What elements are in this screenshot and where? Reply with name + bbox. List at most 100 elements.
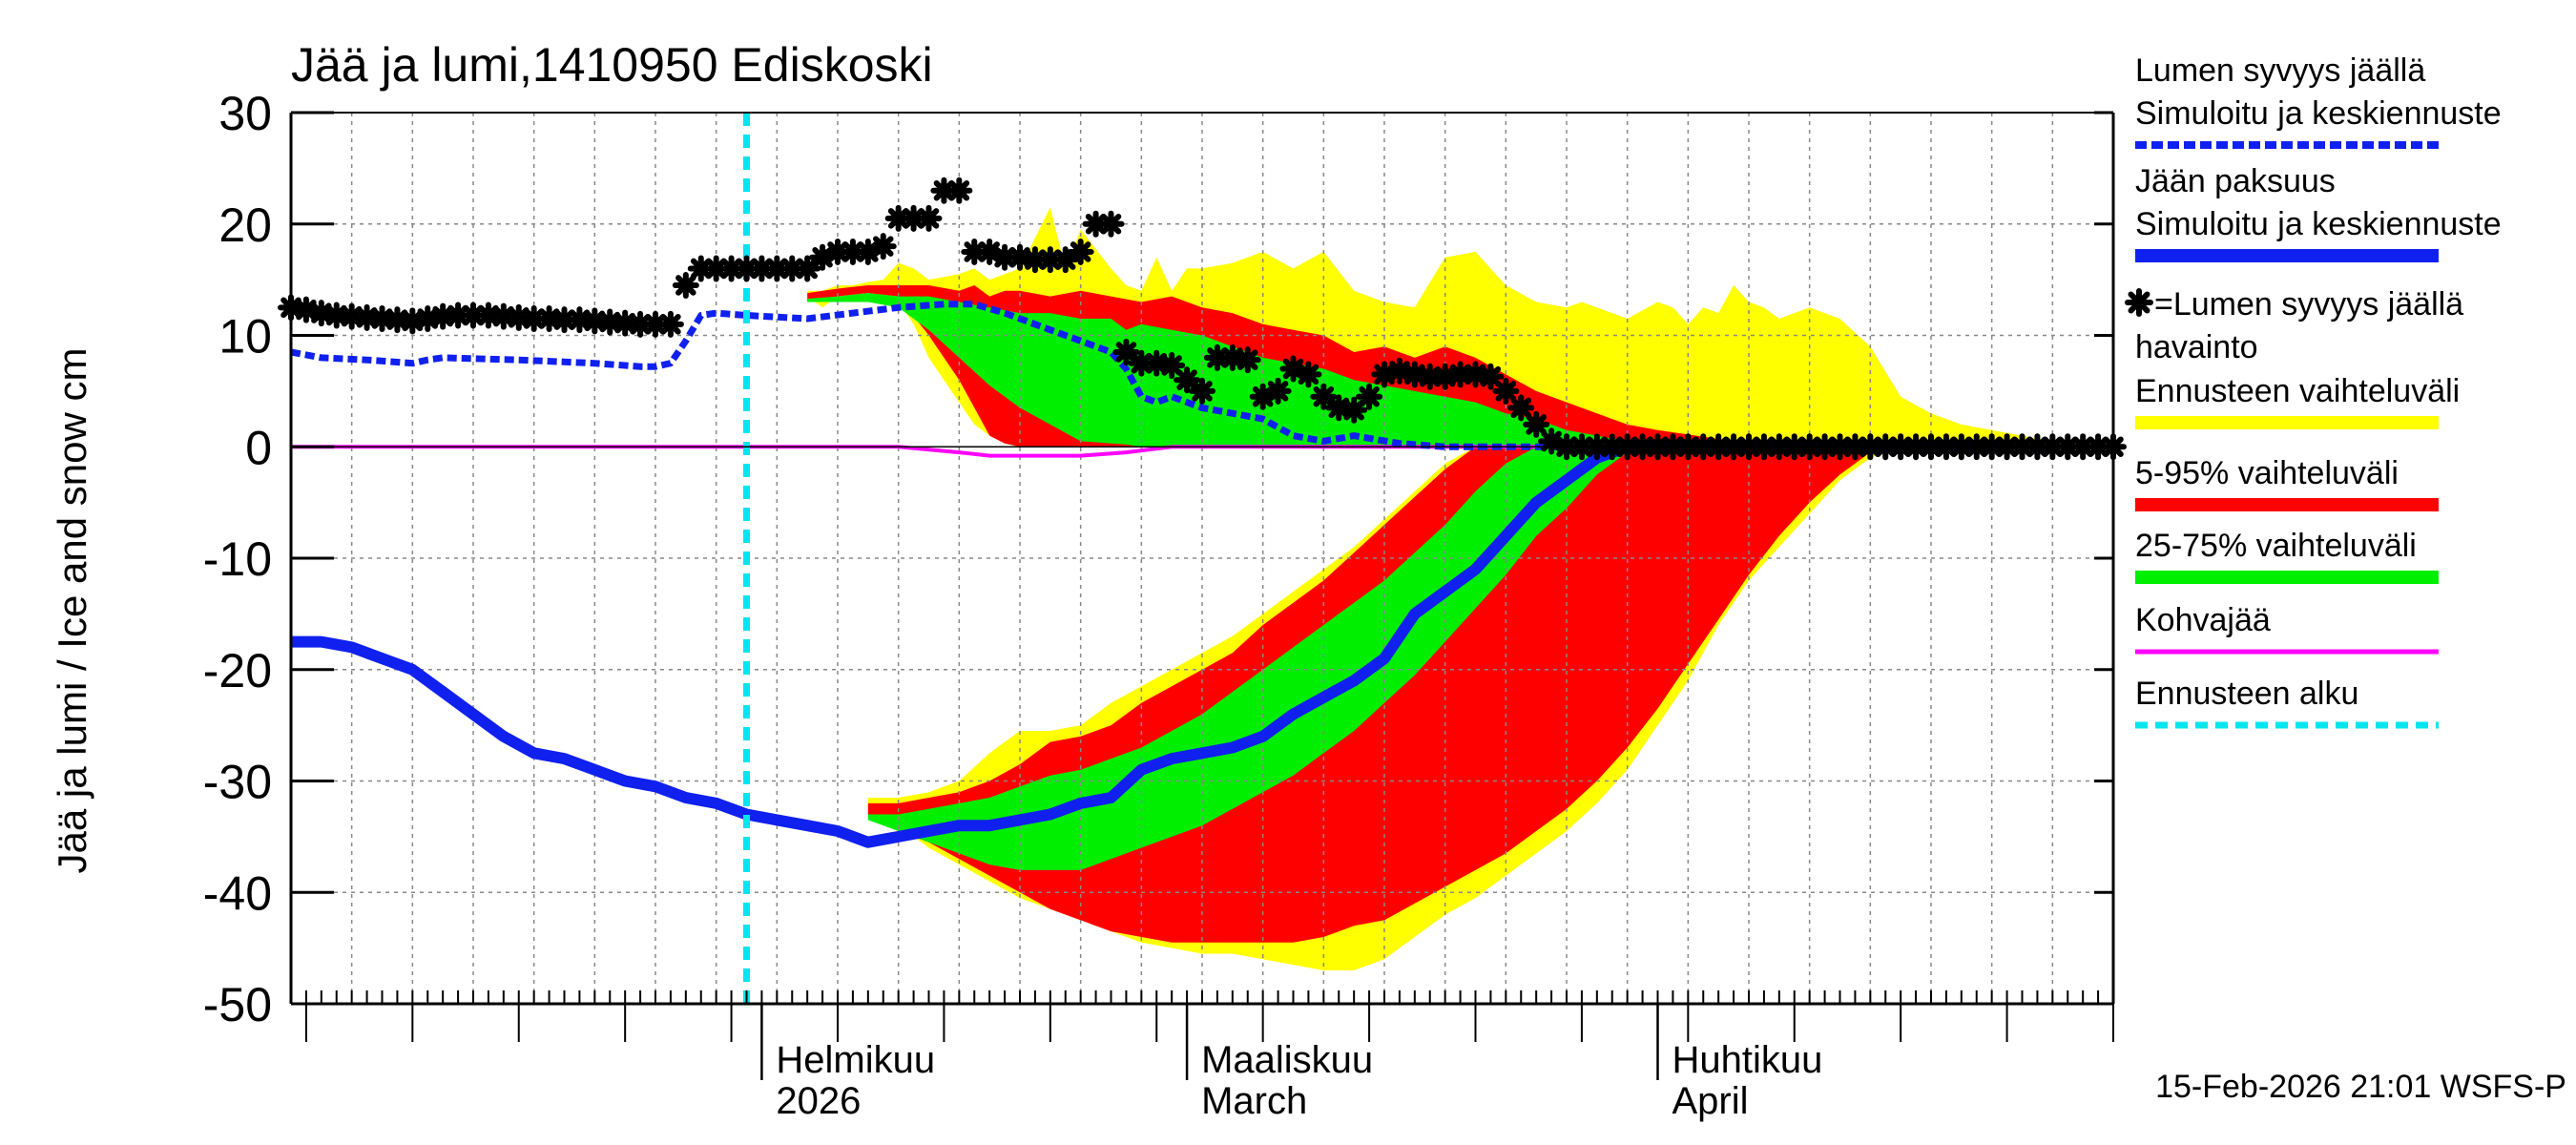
star-stroke <box>584 310 606 332</box>
snow-observation-point <box>1295 361 1322 388</box>
legend-item-snow_sim: Lumen syvyys jäällä Simuloitu ja keskienn… <box>2135 52 2502 149</box>
star-stroke <box>1313 385 1335 407</box>
y-tick-label: -20 <box>203 644 272 697</box>
snow-observation-point <box>1310 383 1338 410</box>
legend-label: Lumen syvyys jäällä <box>2135 52 2425 89</box>
x-month-label: Maaliskuu <box>1201 1039 1373 1081</box>
ice-range-25-75-band <box>867 447 2113 870</box>
snow-observation-point <box>1067 238 1094 265</box>
star-stroke <box>933 179 955 201</box>
legend-sublabel: Simuloitu ja keskiennuste <box>2135 206 2502 242</box>
star-stroke <box>751 258 773 280</box>
star-stroke <box>660 314 681 335</box>
y-axis-label: Jää ja lumi / Ice and snow cm <box>50 348 94 874</box>
legend-label: Ennusteen vaihteluväli <box>2135 373 2460 409</box>
star-stroke <box>887 208 909 229</box>
star-stroke <box>736 258 758 280</box>
star-stroke <box>705 258 727 280</box>
star-stroke <box>2128 291 2150 314</box>
star-stroke <box>1419 365 1441 387</box>
star-stroke <box>463 304 484 326</box>
star-stroke <box>1192 381 1213 402</box>
star-stroke <box>1343 399 1364 421</box>
star-stroke <box>994 246 1015 268</box>
legend-label: Kohvajää <box>2135 602 2271 638</box>
star-stroke <box>341 305 363 327</box>
star-stroke <box>1495 381 1517 402</box>
axes <box>289 111 2115 1080</box>
y-tick-label: 0 <box>245 421 272 474</box>
snow-observation-point <box>1174 366 1201 394</box>
legend-item-forecast_start: Ennusteen alku <box>2135 676 2439 729</box>
star-stroke <box>478 304 499 326</box>
snow-observation-point <box>794 255 821 282</box>
x-month-label: Helmikuu <box>776 1039 935 1081</box>
snow-observation-point <box>915 204 943 232</box>
snow-observation-point <box>1112 339 1140 366</box>
x-month-sublabel: 2026 <box>776 1080 861 1122</box>
star-stroke <box>918 208 940 229</box>
legend-label: Jään paksuus <box>2135 163 2336 199</box>
snow-observation-point <box>1446 361 1474 388</box>
snow-observation-point <box>1097 210 1125 238</box>
star-stroke <box>675 275 696 296</box>
star-stroke <box>1161 355 1182 376</box>
star-stroke <box>1449 364 1471 385</box>
star-stroke <box>1359 385 1380 407</box>
star-stroke <box>1131 352 1153 374</box>
legend-item-range_25_75: 25-75% vaihteluväli <box>2135 528 2439 584</box>
y-tick-label: 10 <box>218 310 272 364</box>
snow-observation-point <box>1523 410 1550 438</box>
footer-timestamp: 15-Feb-2026 21:01 WSFS-P <box>2155 1069 2566 1105</box>
star-stroke <box>371 308 393 329</box>
snow-observation-point <box>717 255 745 282</box>
legend-item-ice_sim: Jään paksuus Simuloitu ja keskiennuste <box>2135 163 2502 262</box>
snow-observation-point <box>1356 383 1383 410</box>
star-stroke <box>1267 381 1289 402</box>
snow-observation-point <box>869 233 897 260</box>
legend-label: Ennusteen alku <box>2135 676 2358 712</box>
star-stroke <box>296 299 317 321</box>
x-month-sublabel: March <box>1201 1080 1307 1122</box>
legend-label: 5-95% vaihteluväli <box>2135 455 2399 491</box>
y-tick-label: 20 <box>218 198 272 252</box>
snow-observation-point <box>1264 377 1292 405</box>
snow-observation-point <box>1477 363 1505 390</box>
star-stroke <box>797 258 818 280</box>
y-tick-label: -10 <box>203 532 272 586</box>
snow-observation-point <box>961 238 988 265</box>
star-stroke <box>872 236 894 257</box>
star-stroke <box>1085 213 1107 235</box>
star-stroke <box>1236 349 1258 370</box>
legend-item-range_full: Ennusteen vaihteluväli <box>2135 373 2460 429</box>
star-stroke <box>614 312 635 334</box>
x-month-label: Huhtikuu <box>1672 1039 1823 1081</box>
star-stroke <box>948 179 970 201</box>
snow-observation-point <box>733 255 760 282</box>
snow-observation-point <box>672 271 699 299</box>
star-stroke <box>569 309 591 330</box>
star-stroke <box>903 208 924 229</box>
star-stroke <box>720 258 742 280</box>
snow-observation-point <box>1189 377 1215 405</box>
star-stroke <box>690 258 712 280</box>
legend-item-range_5_95: 5-95% vaihteluväli <box>2135 455 2439 511</box>
snow-observation-point <box>779 255 806 282</box>
star-stroke <box>1040 249 1061 270</box>
star-stroke <box>1115 342 1137 363</box>
star-stroke <box>842 241 863 262</box>
legend-label: 25-75% vaihteluväli <box>2135 528 2417 564</box>
star-stroke <box>1526 414 1547 435</box>
star-stroke <box>1176 369 1197 390</box>
star-stroke <box>1025 249 1046 270</box>
star-stroke <box>523 308 545 329</box>
snow-observation-point <box>292 296 320 323</box>
y-tick-label: 30 <box>218 87 272 140</box>
snow-observation-point <box>1507 394 1535 422</box>
gridlines <box>291 112 2113 1004</box>
star-stroke <box>979 241 1000 262</box>
legend-sublabel: Simuloitu ja keskiennuste <box>2135 95 2502 132</box>
forecast-bands <box>807 207 2114 970</box>
y-tick-label: -40 <box>203 866 272 920</box>
